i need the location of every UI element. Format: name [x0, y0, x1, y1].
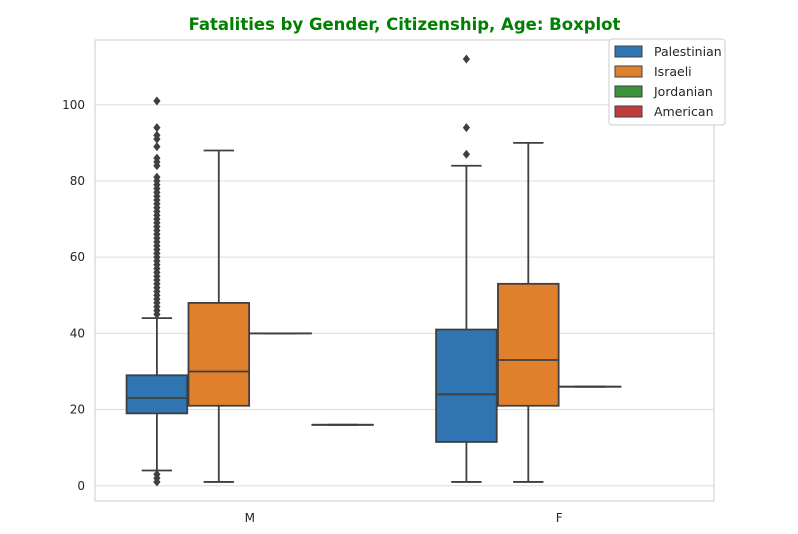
outlier-point [153, 96, 161, 106]
outlier-point [462, 149, 471, 159]
legend-label: Israeli [654, 64, 692, 79]
y-tick-label: 40 [70, 326, 85, 340]
box-palestinian-m [125, 96, 189, 487]
legend-label: Palestinian [654, 44, 722, 59]
chart-title: Fatalities by Gender, Citizenship, Age: … [189, 15, 621, 34]
outlier-point [153, 469, 161, 479]
box-israeli-f [497, 141, 560, 483]
box-israeli-m [187, 149, 251, 483]
legend-label: Jordanian [653, 84, 713, 99]
outlier-point [153, 123, 161, 133]
legend: Palestinian Israeli Jordanian American [608, 38, 726, 126]
legend-label: American [654, 104, 714, 119]
x-tick-label: M [245, 511, 255, 525]
y-tick-label: 100 [62, 98, 85, 112]
legend-swatch [614, 105, 643, 118]
legend-box [608, 38, 726, 126]
legend-swatch [614, 65, 643, 78]
legend-swatch [614, 45, 643, 58]
y-tick-label: 20 [70, 403, 85, 417]
x-tick-label: F [556, 511, 563, 525]
outlier-point [153, 172, 161, 182]
box-body [435, 328, 498, 443]
outlier-point [462, 123, 471, 133]
y-tick-label: 60 [70, 250, 85, 264]
box-body [187, 301, 251, 407]
y-tick-label: 0 [77, 479, 85, 493]
legend-swatch [614, 85, 643, 98]
outlier-point [153, 153, 161, 163]
outlier-point [153, 130, 161, 140]
box-body [497, 282, 560, 407]
y-tick-label: 80 [70, 174, 85, 188]
box-palestinian-f [435, 54, 498, 483]
box-body [125, 374, 189, 415]
plot-frame [94, 39, 715, 502]
outlier-point [153, 142, 161, 152]
outlier-point [462, 54, 471, 64]
